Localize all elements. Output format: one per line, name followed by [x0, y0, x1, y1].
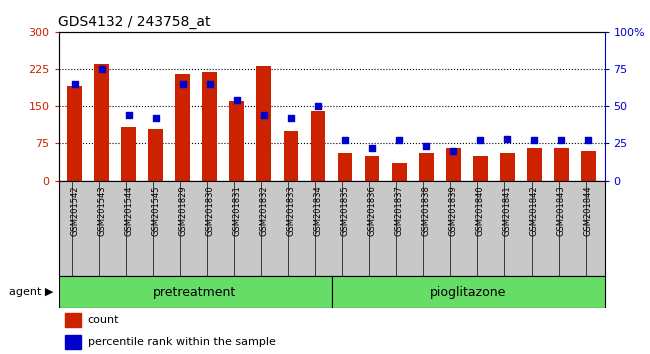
Bar	[94, 64, 109, 181]
Text: percentile rank within the sample: percentile rank within the sample	[88, 337, 276, 347]
Bar	[446, 148, 461, 181]
Bar	[148, 129, 163, 181]
Bar	[311, 111, 326, 181]
Point	[151, 115, 161, 121]
Text: GSM201543: GSM201543	[98, 185, 106, 236]
Text: GSM201545: GSM201545	[151, 185, 161, 236]
Text: pretreatment: pretreatment	[153, 286, 237, 298]
Point	[177, 81, 188, 87]
Text: agent ▶: agent ▶	[10, 287, 54, 297]
Text: GSM201833: GSM201833	[287, 185, 296, 236]
Bar	[65, 335, 81, 349]
Text: GSM201842: GSM201842	[530, 185, 539, 236]
Point	[340, 138, 350, 143]
Text: GSM201835: GSM201835	[341, 185, 350, 236]
Point	[124, 112, 134, 118]
Text: GSM201837: GSM201837	[395, 185, 404, 236]
Bar	[337, 153, 352, 181]
Text: GSM201840: GSM201840	[476, 185, 485, 236]
Bar	[202, 73, 217, 181]
Point	[231, 97, 242, 103]
Point	[70, 81, 80, 87]
Bar	[526, 148, 541, 181]
Point	[502, 136, 512, 142]
Text: GSM201834: GSM201834	[313, 185, 322, 236]
Point	[421, 143, 432, 149]
Bar	[283, 131, 298, 181]
Point	[583, 138, 593, 143]
Point	[394, 138, 404, 143]
Text: GSM201830: GSM201830	[205, 185, 214, 236]
Bar	[392, 163, 406, 181]
Point	[448, 148, 458, 154]
Text: GSM201542: GSM201542	[70, 185, 79, 236]
Text: GSM201839: GSM201839	[448, 185, 458, 236]
Text: GSM201832: GSM201832	[259, 185, 268, 236]
Text: count: count	[88, 315, 119, 325]
Text: GSM201841: GSM201841	[502, 185, 512, 236]
Bar	[68, 86, 82, 181]
Point	[475, 138, 486, 143]
Bar	[554, 148, 569, 181]
Text: GSM201829: GSM201829	[178, 185, 187, 236]
Bar	[581, 151, 595, 181]
Point	[97, 66, 107, 72]
Point	[556, 138, 566, 143]
Text: GSM201843: GSM201843	[557, 185, 566, 236]
Bar	[257, 65, 271, 181]
Point	[313, 103, 323, 109]
Text: GSM201831: GSM201831	[233, 185, 241, 236]
Text: GSM201844: GSM201844	[584, 185, 593, 236]
Bar	[500, 153, 515, 181]
Text: pioglitazone: pioglitazone	[430, 286, 506, 298]
Bar	[65, 313, 81, 327]
Bar	[419, 153, 434, 181]
Text: GSM201838: GSM201838	[422, 185, 430, 236]
Text: GSM201544: GSM201544	[124, 185, 133, 236]
Bar	[229, 101, 244, 181]
Text: GSM201836: GSM201836	[367, 185, 376, 236]
Bar	[176, 74, 190, 181]
Bar	[365, 156, 380, 181]
Text: GDS4132 / 243758_at: GDS4132 / 243758_at	[58, 16, 211, 29]
Point	[205, 81, 215, 87]
Bar	[122, 127, 136, 181]
Point	[529, 138, 539, 143]
Point	[259, 112, 269, 118]
Point	[367, 145, 377, 151]
Bar	[473, 156, 488, 181]
Point	[286, 115, 296, 121]
